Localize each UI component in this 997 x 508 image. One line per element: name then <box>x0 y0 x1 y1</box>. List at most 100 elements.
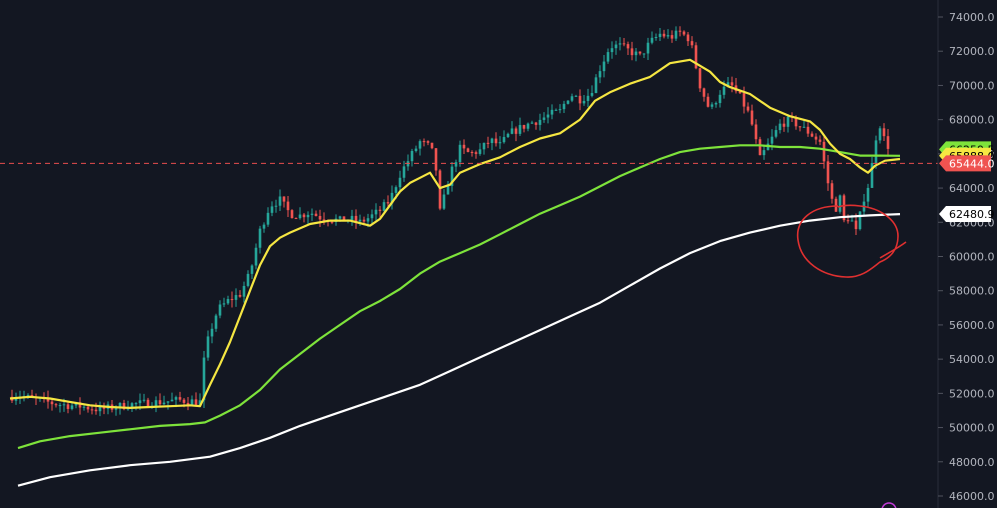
candle-body <box>446 185 450 195</box>
candle-body <box>642 53 646 55</box>
candle-body <box>542 117 546 120</box>
candle-body <box>870 163 874 188</box>
candle-body <box>526 123 530 129</box>
candle-body <box>714 103 718 105</box>
candle-body <box>726 82 730 87</box>
candle-body <box>614 44 618 49</box>
candle-body <box>462 144 466 149</box>
candle-body <box>438 170 442 209</box>
candle-body <box>54 404 58 406</box>
price-label: 62480.9 <box>939 206 995 223</box>
candle-body <box>746 106 750 111</box>
candle-body <box>818 139 822 142</box>
candle-body <box>878 128 882 141</box>
candle-body <box>162 402 166 405</box>
candle-body <box>266 212 270 225</box>
candle-body <box>814 136 818 140</box>
candle-body <box>262 224 266 229</box>
candle-body <box>362 219 366 222</box>
candle-body <box>730 82 734 86</box>
candle-body <box>678 30 682 32</box>
candle-body <box>410 151 414 162</box>
candle-body <box>702 88 706 97</box>
candle-body <box>494 138 498 144</box>
y-tick-label: 64000.0 <box>949 182 995 195</box>
candle-body <box>786 116 790 127</box>
candle-body <box>382 202 386 211</box>
candle-body <box>90 409 94 411</box>
price-label: 65444.0 <box>939 155 995 172</box>
candle-body <box>454 162 458 167</box>
y-tick-label: 74000.0 <box>949 11 995 24</box>
candle-body <box>278 196 282 206</box>
candle-body <box>342 216 346 222</box>
candle-body <box>338 216 342 219</box>
candle-body <box>510 128 514 134</box>
candle-body <box>690 41 694 46</box>
candle-body <box>546 114 550 118</box>
y-tick-label: 46000.0 <box>949 490 995 503</box>
candle-body <box>846 220 850 222</box>
candle-body <box>630 48 634 56</box>
candle-body <box>214 315 218 329</box>
candle-body <box>350 215 354 220</box>
candle-body <box>874 140 878 164</box>
candle-body <box>738 91 742 94</box>
candle-body <box>594 77 598 94</box>
candle-body <box>138 400 142 404</box>
y-axis[interactable]: 46000.0 48000.0 50000.0 52000.0 54000.0 56000… <box>938 11 995 503</box>
candle-body <box>570 96 574 101</box>
candle-body <box>442 194 446 209</box>
candle-body <box>394 187 398 193</box>
candle-body <box>298 214 302 219</box>
candle-body <box>370 214 374 219</box>
candle-body <box>606 52 610 62</box>
candle-body <box>654 36 658 38</box>
candle-body <box>238 295 242 297</box>
candle-body <box>458 144 462 163</box>
candle-body <box>534 122 538 125</box>
candle-body <box>170 399 174 402</box>
candle-body <box>514 128 518 134</box>
candle-body <box>550 109 554 115</box>
candle-body <box>102 406 106 409</box>
candle-body <box>598 71 602 78</box>
candle-body <box>666 35 670 37</box>
candle-body <box>506 133 510 138</box>
candle-body <box>258 228 262 248</box>
candle-body <box>722 86 726 95</box>
price-label-text: 65444.0 <box>949 157 995 170</box>
candle-body <box>210 328 214 337</box>
candle-body <box>882 128 886 137</box>
candle-body <box>478 149 482 154</box>
candle-body <box>450 166 454 186</box>
candle-body <box>202 357 206 401</box>
candle-body <box>222 303 226 305</box>
candle-body <box>322 219 326 221</box>
y-tick-label: 60000.0 <box>949 251 995 264</box>
candle-body <box>686 34 690 42</box>
candle-body <box>850 220 854 222</box>
candle-body <box>330 221 334 223</box>
candle-body <box>754 124 758 140</box>
candle-body <box>854 220 858 230</box>
candle-body <box>290 210 294 219</box>
candle-body <box>530 122 534 124</box>
candle-body <box>810 133 814 137</box>
candle-body <box>130 403 134 409</box>
candle-body <box>254 247 258 266</box>
settings-icon[interactable] <box>881 502 897 508</box>
candle-body <box>674 30 678 39</box>
candle-body <box>718 94 722 104</box>
y-tick-label: 70000.0 <box>949 79 995 92</box>
candle-body <box>402 166 406 178</box>
candle-body <box>358 219 362 222</box>
mid-moving-average-line <box>17 144 901 450</box>
candle-body <box>306 214 310 218</box>
candle-body <box>858 211 862 230</box>
candle-body <box>414 148 418 152</box>
candle-body <box>354 215 358 222</box>
candle-body <box>466 148 470 152</box>
candle-body <box>626 44 630 49</box>
